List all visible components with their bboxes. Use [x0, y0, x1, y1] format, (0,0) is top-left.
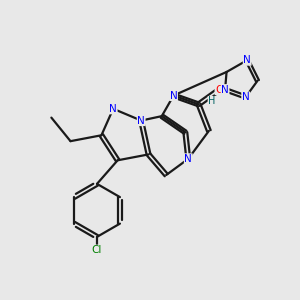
Text: N: N [221, 85, 229, 94]
Text: N: N [243, 55, 251, 65]
Text: N: N [170, 91, 177, 100]
Text: O: O [215, 85, 223, 94]
Text: N: N [184, 154, 192, 164]
Text: N: N [137, 116, 145, 126]
Text: N: N [242, 92, 250, 102]
Text: Cl: Cl [92, 245, 102, 255]
Text: H: H [208, 96, 215, 106]
Text: N: N [109, 104, 117, 114]
